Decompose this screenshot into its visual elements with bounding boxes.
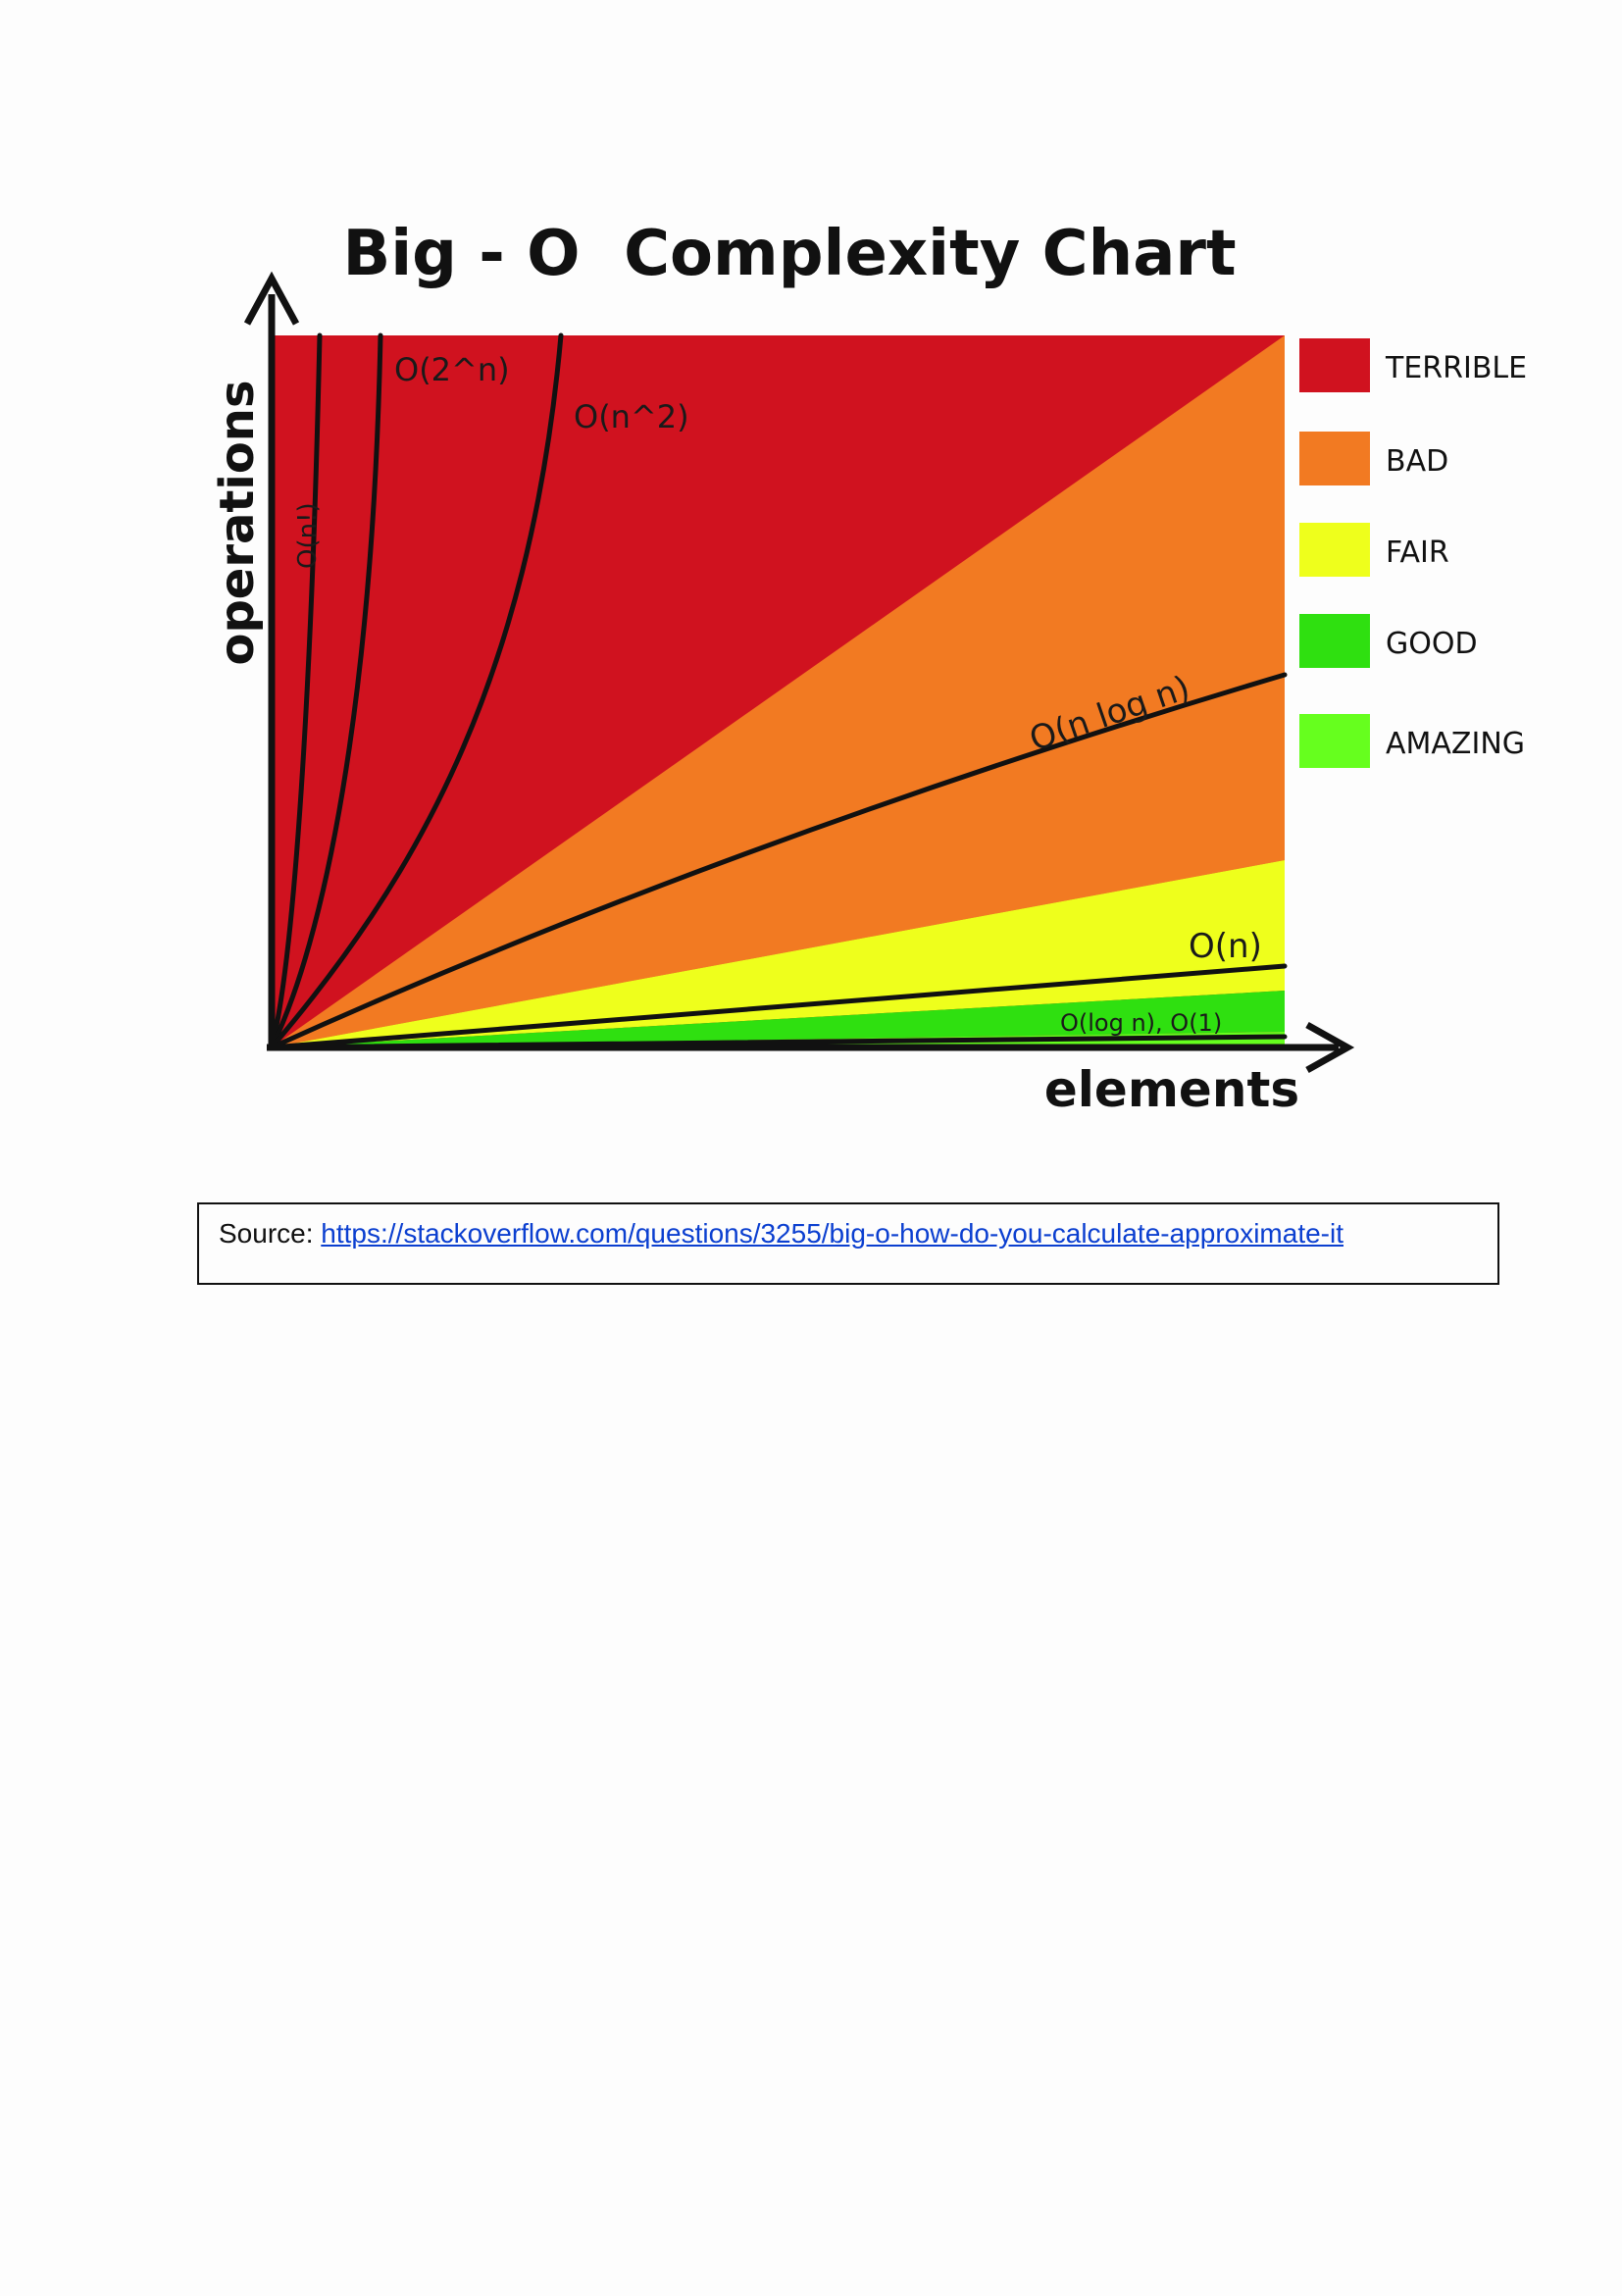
legend-swatch-fair: [1299, 523, 1370, 577]
legend: TERRIBLE BAD FAIR GOOD AMAZING: [1299, 338, 1527, 768]
curve-label-linear: O(n): [1189, 927, 1262, 966]
curve-label-exponential: O(2^n): [394, 351, 510, 388]
curve-linearithmic: [269, 672, 1288, 1050]
axes: [243, 271, 1355, 1074]
x-axis-arrowhead: [1305, 1021, 1355, 1074]
legend-label-amazing: AMAZING: [1386, 727, 1525, 761]
legend-label-good: GOOD: [1386, 627, 1478, 661]
region-bad: [272, 335, 1285, 1047]
curve-quadratic: [269, 332, 564, 1050]
curve-linear: [269, 963, 1288, 1050]
curve-label-quadratic: O(n^2): [574, 398, 689, 435]
source-link[interactable]: https://stackoverflow.com/questions/3255…: [321, 1218, 1344, 1249]
legend-swatch-amazing: [1299, 714, 1370, 768]
chart-title: Big - O Complexity Chart: [342, 218, 1236, 290]
x-axis-label: elements: [1044, 1061, 1299, 1118]
curve-label-factorial: O(n!): [293, 502, 323, 569]
legend-swatch-good: [1299, 614, 1370, 668]
legend-swatch-terrible: [1299, 338, 1370, 392]
legend-label-terrible: TERRIBLE: [1385, 351, 1527, 385]
legend-swatch-bad: [1299, 432, 1370, 485]
region-good: [272, 991, 1285, 1047]
source-prefix: Source:: [219, 1218, 322, 1249]
curve-factorial: [269, 332, 323, 1050]
source-text: Source: https://stackoverflow.com/questi…: [219, 1218, 1343, 1250]
legend-label-fair: FAIR: [1386, 536, 1449, 570]
source-box: Source: https://stackoverflow.com/questi…: [197, 1202, 1499, 1285]
y-axis-label: operations: [210, 380, 265, 665]
y-axis-arrowhead: [243, 271, 300, 326]
region-fair: [272, 860, 1285, 1047]
curve-exponential: [269, 332, 383, 1050]
curve-label-log-constant: O(log n), O(1): [1060, 1009, 1222, 1037]
legend-label-bad: BAD: [1386, 444, 1448, 479]
complexity-regions: [272, 335, 1285, 1047]
